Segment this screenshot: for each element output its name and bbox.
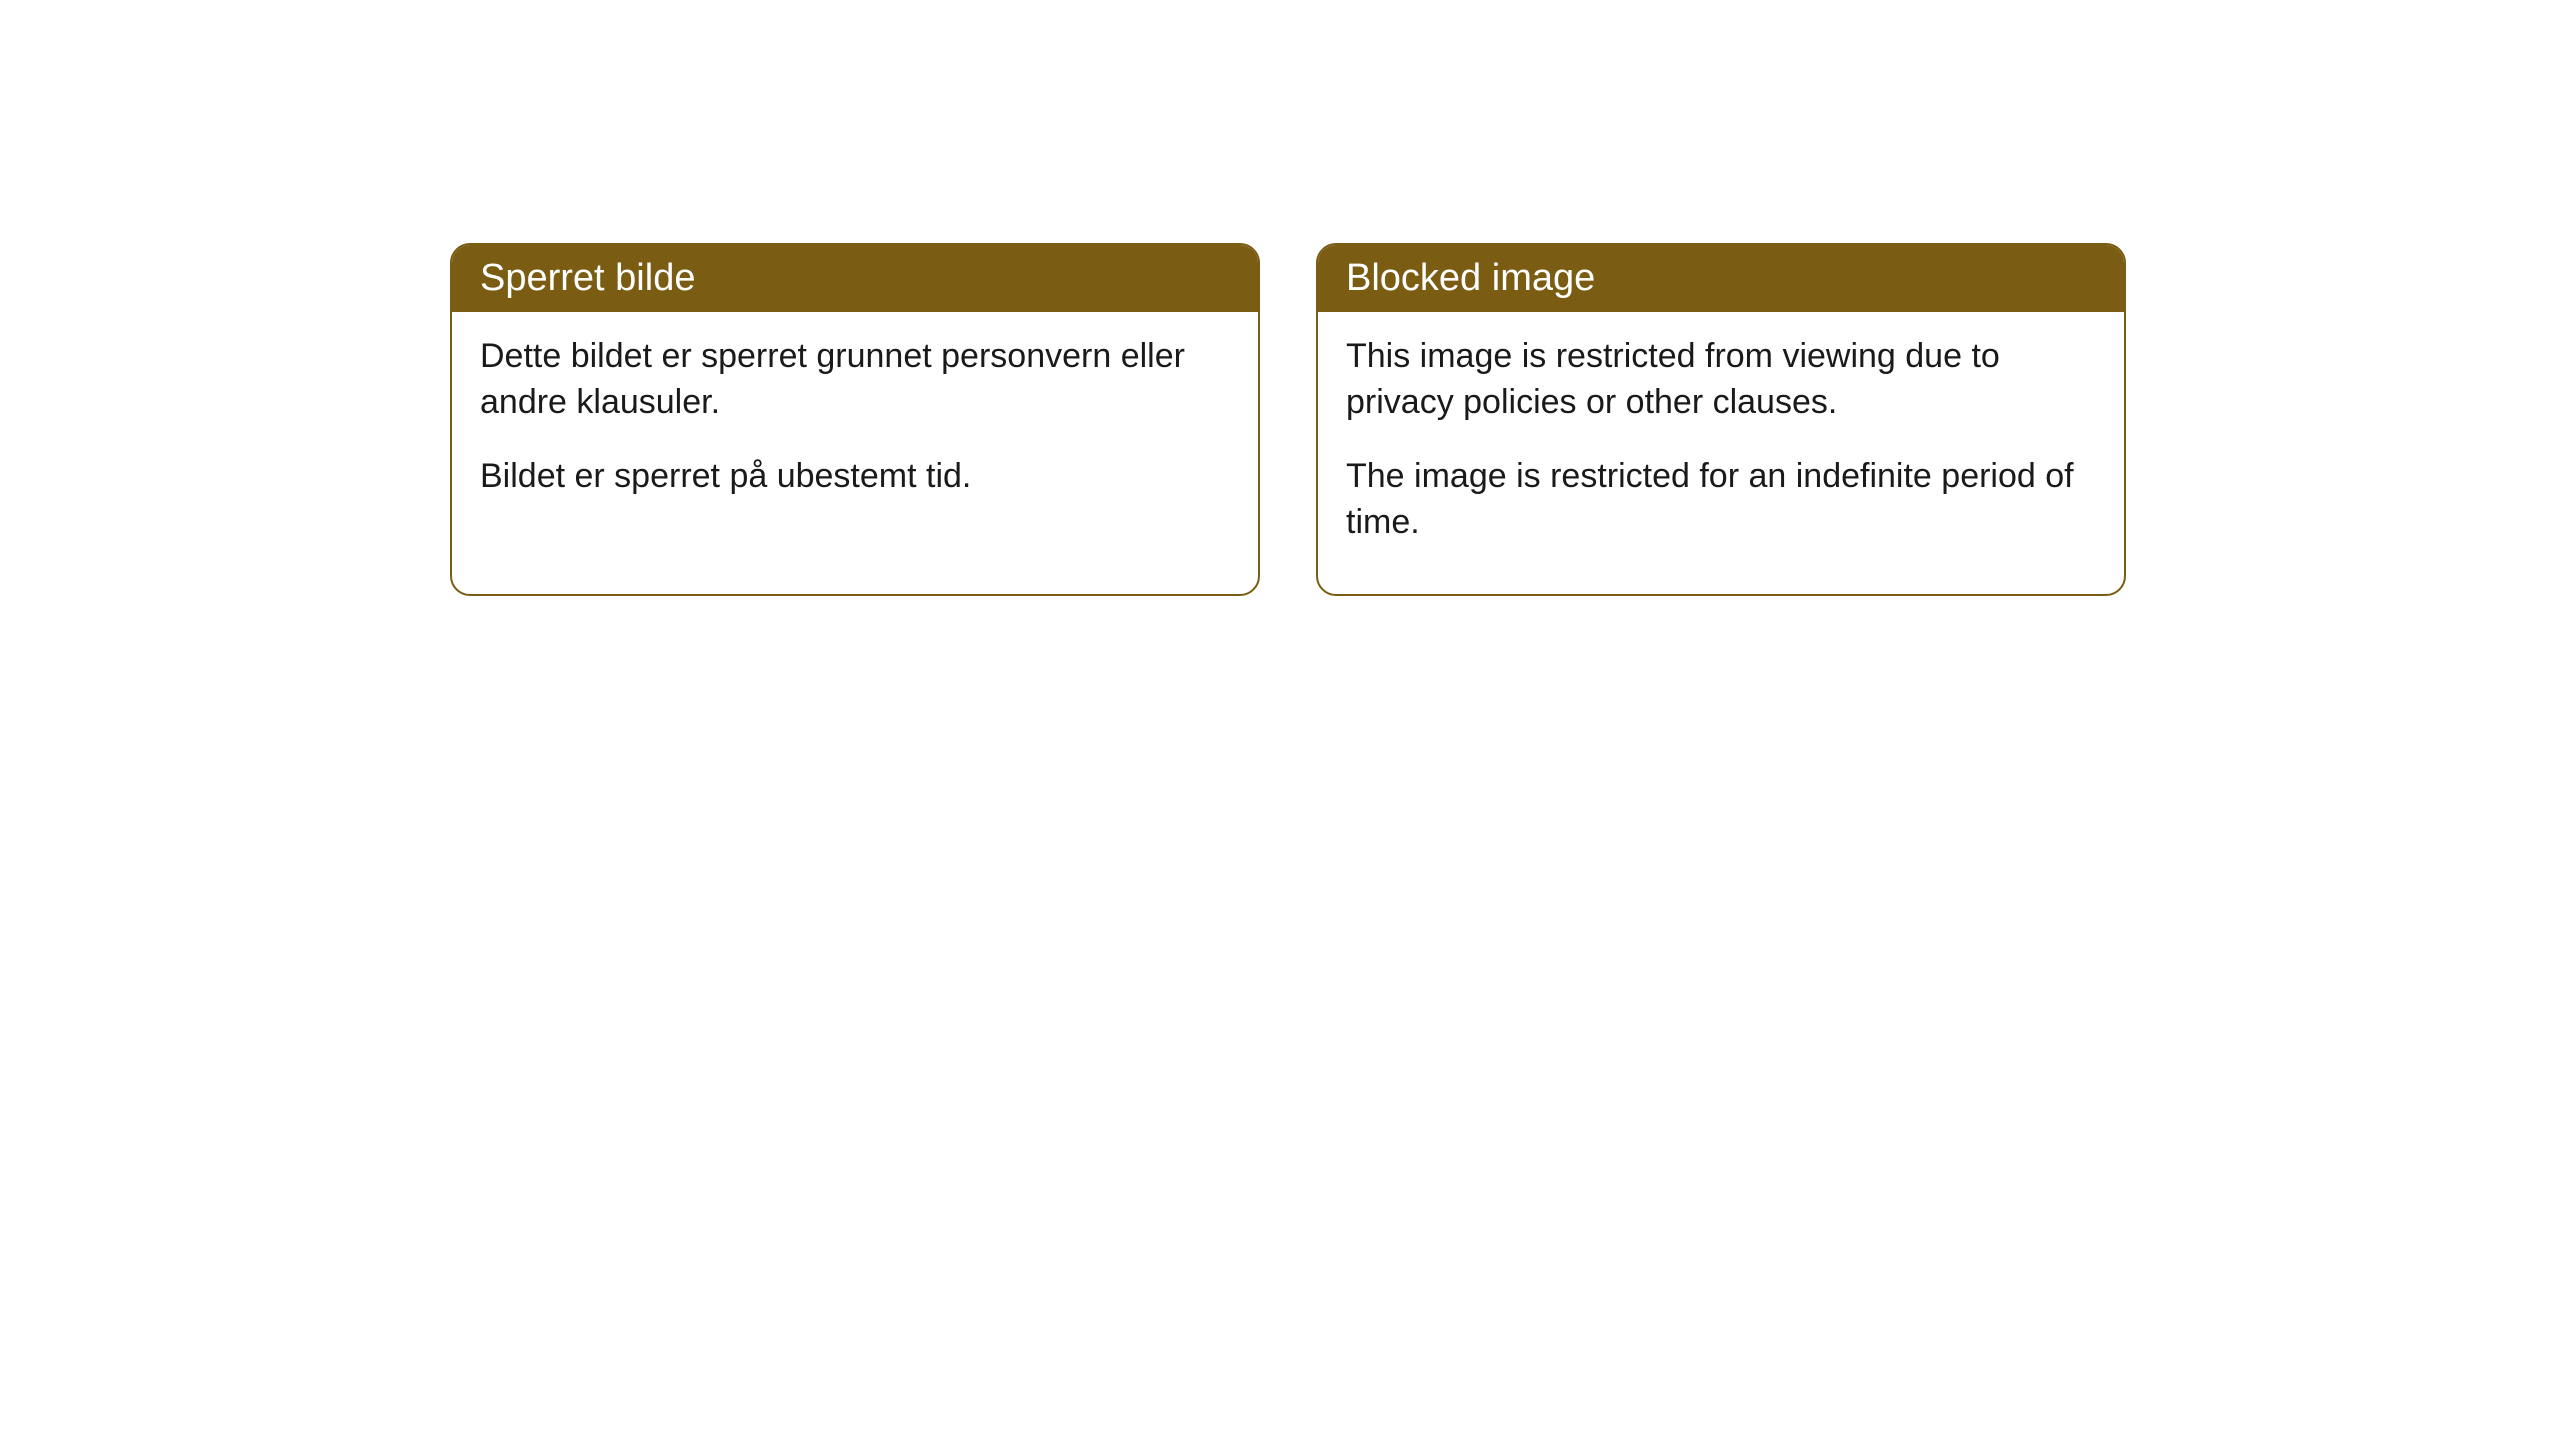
- card-header: Blocked image: [1318, 245, 2124, 312]
- notice-cards-container: Sperret bilde Dette bildet er sperret gr…: [450, 243, 2126, 596]
- notice-paragraph: The image is restricted for an indefinit…: [1346, 454, 2096, 546]
- notice-paragraph: Bildet er sperret på ubestemt tid.: [480, 454, 1230, 500]
- blocked-image-card-norwegian: Sperret bilde Dette bildet er sperret gr…: [450, 243, 1260, 596]
- blocked-image-card-english: Blocked image This image is restricted f…: [1316, 243, 2126, 596]
- card-body: This image is restricted from viewing du…: [1318, 312, 2124, 594]
- notice-paragraph: This image is restricted from viewing du…: [1346, 334, 2096, 426]
- card-header: Sperret bilde: [452, 245, 1258, 312]
- notice-paragraph: Dette bildet er sperret grunnet personve…: [480, 334, 1230, 426]
- card-title: Blocked image: [1346, 257, 1595, 299]
- card-title: Sperret bilde: [480, 257, 695, 299]
- card-body: Dette bildet er sperret grunnet personve…: [452, 312, 1258, 548]
